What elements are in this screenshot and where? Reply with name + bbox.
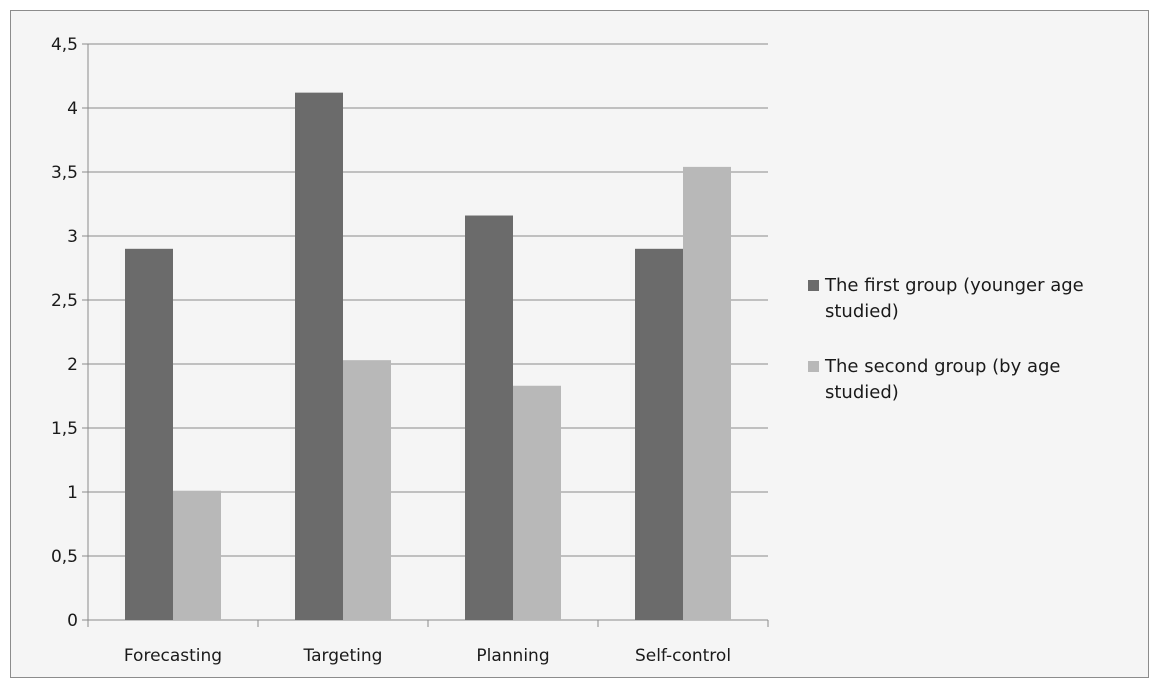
- x-tick-label: Self-control: [635, 646, 731, 666]
- y-tick-label: 3,5: [51, 163, 78, 183]
- x-tick-label: Forecasting: [124, 646, 222, 666]
- x-tick-label: Targeting: [303, 646, 383, 666]
- y-tick-label: 1,5: [51, 419, 78, 439]
- legend: The first group (younger age studied)The …: [808, 275, 1084, 403]
- y-tick-label: 0,5: [51, 547, 78, 567]
- bar-chart: 0 0,5 1 1,5 2 2,5 3 3,5 4 4,5 Forecasting Targetin…: [51, 35, 1084, 666]
- y-tick-label: 4: [67, 99, 78, 119]
- x-tick-labels: Forecasting Targeting Planning Self-control: [124, 646, 731, 666]
- legend-entry: The first group (younger age studied): [824, 275, 1084, 322]
- bar-self-control-series-1: [635, 248, 683, 621]
- legend-swatch: [808, 361, 819, 372]
- legend-entry-line: studied): [825, 301, 899, 322]
- y-tick-label: 2,5: [51, 291, 78, 311]
- bar-forecasting-series-1: [125, 248, 173, 621]
- y-tick-label: 4,5: [51, 35, 78, 55]
- bars: [125, 92, 731, 621]
- bar-targeting-series-1: [295, 92, 343, 620]
- legend-entry-line: studied): [825, 382, 899, 403]
- legend-swatch: [808, 280, 819, 291]
- y-tick-label: 1: [67, 483, 78, 503]
- bar-targeting-series-2: [343, 360, 391, 620]
- legend-entry-line: The second group (by age: [824, 356, 1060, 377]
- bar-planning-series-1: [465, 215, 513, 620]
- y-tick-label: 2: [67, 355, 78, 375]
- bar-planning-series-2: [513, 385, 561, 620]
- bar-self-control-series-2: [683, 166, 731, 620]
- x-tick-label: Planning: [476, 646, 549, 666]
- y-tick-label: 0: [67, 611, 78, 631]
- chart-frame: 0 0,5 1 1,5 2 2,5 3 3,5 4 4,5 Forecasting Targetin…: [10, 10, 1149, 678]
- bar-forecasting-series-2: [173, 490, 221, 620]
- legend-entry-line: The first group (younger age: [824, 275, 1084, 296]
- legend-entry: The second group (by age studied): [824, 356, 1060, 403]
- y-tick-labels: 0 0,5 1 1,5 2 2,5 3 3,5 4 4,5: [51, 35, 78, 631]
- y-tick-label: 3: [67, 227, 78, 247]
